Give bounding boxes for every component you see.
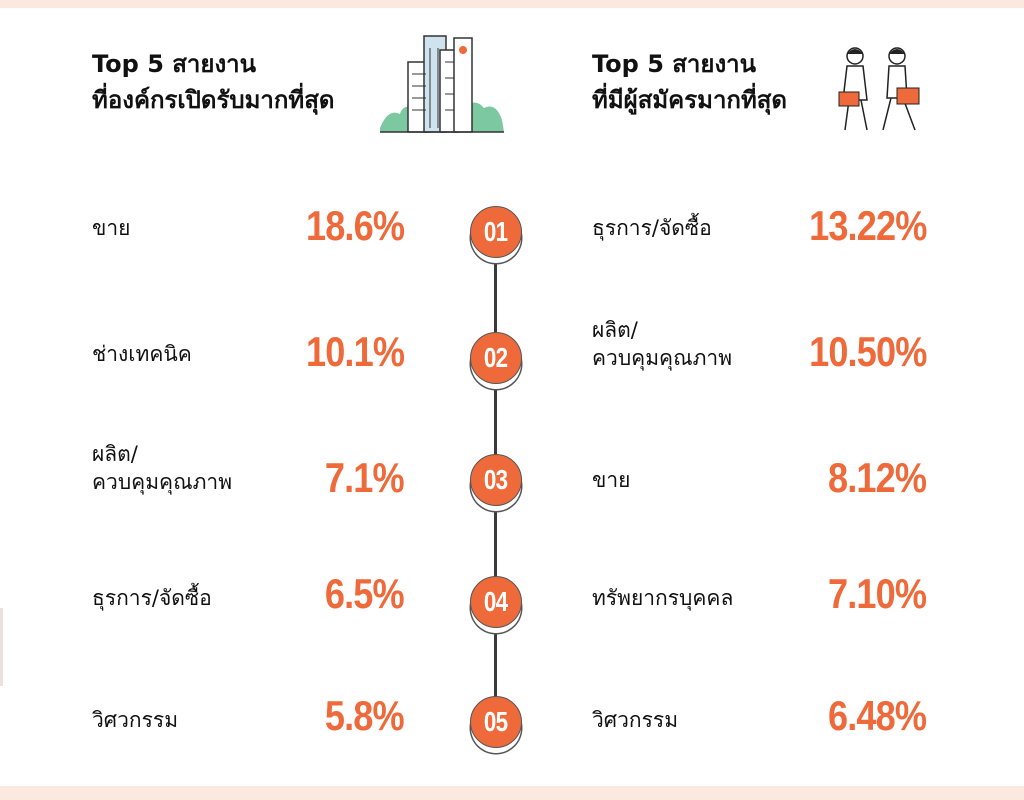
left-heading: Top 5 สายงาน ที่องค์กรเปิดรับมากที่สุด bbox=[92, 46, 334, 118]
right-label-2-line1: ผลิต/ bbox=[592, 318, 638, 342]
job-seekers-icon bbox=[838, 47, 920, 131]
rank-number-4: 04 bbox=[484, 586, 508, 617]
left-label-1-text: ขาย bbox=[92, 216, 131, 240]
right-label-4: ทรัพยากรบุคคล bbox=[592, 584, 733, 612]
left-label-2: ช่างเทคนิค bbox=[92, 340, 192, 368]
rank-badge-2: 02 bbox=[470, 332, 522, 384]
right-heading-line1: Top 5 สายงาน bbox=[592, 50, 757, 78]
right-label-3: ขาย bbox=[592, 466, 630, 494]
edge-marker bbox=[0, 608, 3, 686]
left-percent-3: 7.1% bbox=[325, 454, 405, 501]
right-heading-line2: ที่มีผู้สมัครมากที่สุด bbox=[592, 86, 787, 114]
rank-badge-3: 03 bbox=[470, 454, 522, 506]
left-label-1: ขาย bbox=[92, 214, 130, 242]
right-label-4-text: ทรัพยากรบุคคล bbox=[592, 586, 734, 610]
rank-number-3: 03 bbox=[484, 464, 508, 495]
left-label-4: ธุรการ/จัดซื้อ bbox=[92, 584, 212, 612]
left-label-5: วิศวกรรม bbox=[92, 706, 178, 734]
rank-number-2: 02 bbox=[484, 342, 508, 373]
left-percent-5: 5.8% bbox=[325, 692, 405, 739]
rank-badge-1: 01 bbox=[470, 206, 522, 258]
left-percent-4: 6.5% bbox=[325, 570, 405, 617]
left-percent-1: 18.6% bbox=[305, 202, 405, 249]
right-label-1: ธุรการ/จัดซื้อ bbox=[592, 214, 712, 242]
right-percent-3: 8.12% bbox=[827, 454, 927, 501]
rank-number-5: 05 bbox=[484, 706, 508, 737]
right-percent-1: 13.22% bbox=[808, 202, 927, 249]
left-label-3-line2: ควบคุมคุณภาพ bbox=[92, 470, 233, 494]
right-percent-4: 7.10% bbox=[827, 570, 927, 617]
left-label-3-line1: ผลิต/ bbox=[92, 442, 138, 466]
left-label-4-text: ธุรการ/จัดซื้อ bbox=[92, 586, 212, 610]
right-percent-2: 10.50% bbox=[808, 328, 927, 375]
right-heading: Top 5 สายงาน ที่มีผู้สมัครมากที่สุด bbox=[592, 46, 787, 118]
right-label-5-text: วิศวกรรม bbox=[592, 708, 679, 732]
left-label-2-text: ช่างเทคนิค bbox=[92, 342, 192, 366]
right-label-5: วิศวกรรม bbox=[592, 706, 678, 734]
buildings-icon bbox=[380, 35, 504, 133]
right-label-2: ผลิต/ ควบคุมคุณภาพ bbox=[592, 316, 732, 372]
left-label-5-text: วิศวกรรม bbox=[92, 708, 179, 732]
left-heading-line1: Top 5 สายงาน bbox=[92, 50, 257, 78]
rank-badge-4: 04 bbox=[470, 576, 522, 628]
infographic-card: Top 5 สายงาน ที่องค์กรเปิดรับมากที่สุด T… bbox=[0, 8, 1024, 786]
left-label-3: ผลิต/ ควบคุมคุณภาพ bbox=[92, 440, 232, 496]
rank-number-1: 01 bbox=[484, 216, 508, 247]
rank-badge-5: 05 bbox=[470, 696, 522, 748]
left-heading-line2: ที่องค์กรเปิดรับมากที่สุด bbox=[92, 86, 335, 114]
right-label-3-text: ขาย bbox=[592, 468, 631, 492]
right-label-2-line2: ควบคุมคุณภาพ bbox=[592, 346, 733, 370]
left-percent-2: 10.1% bbox=[305, 328, 405, 375]
right-label-1-text: ธุรการ/จัดซื้อ bbox=[592, 216, 712, 240]
right-percent-5: 6.48% bbox=[827, 692, 927, 739]
